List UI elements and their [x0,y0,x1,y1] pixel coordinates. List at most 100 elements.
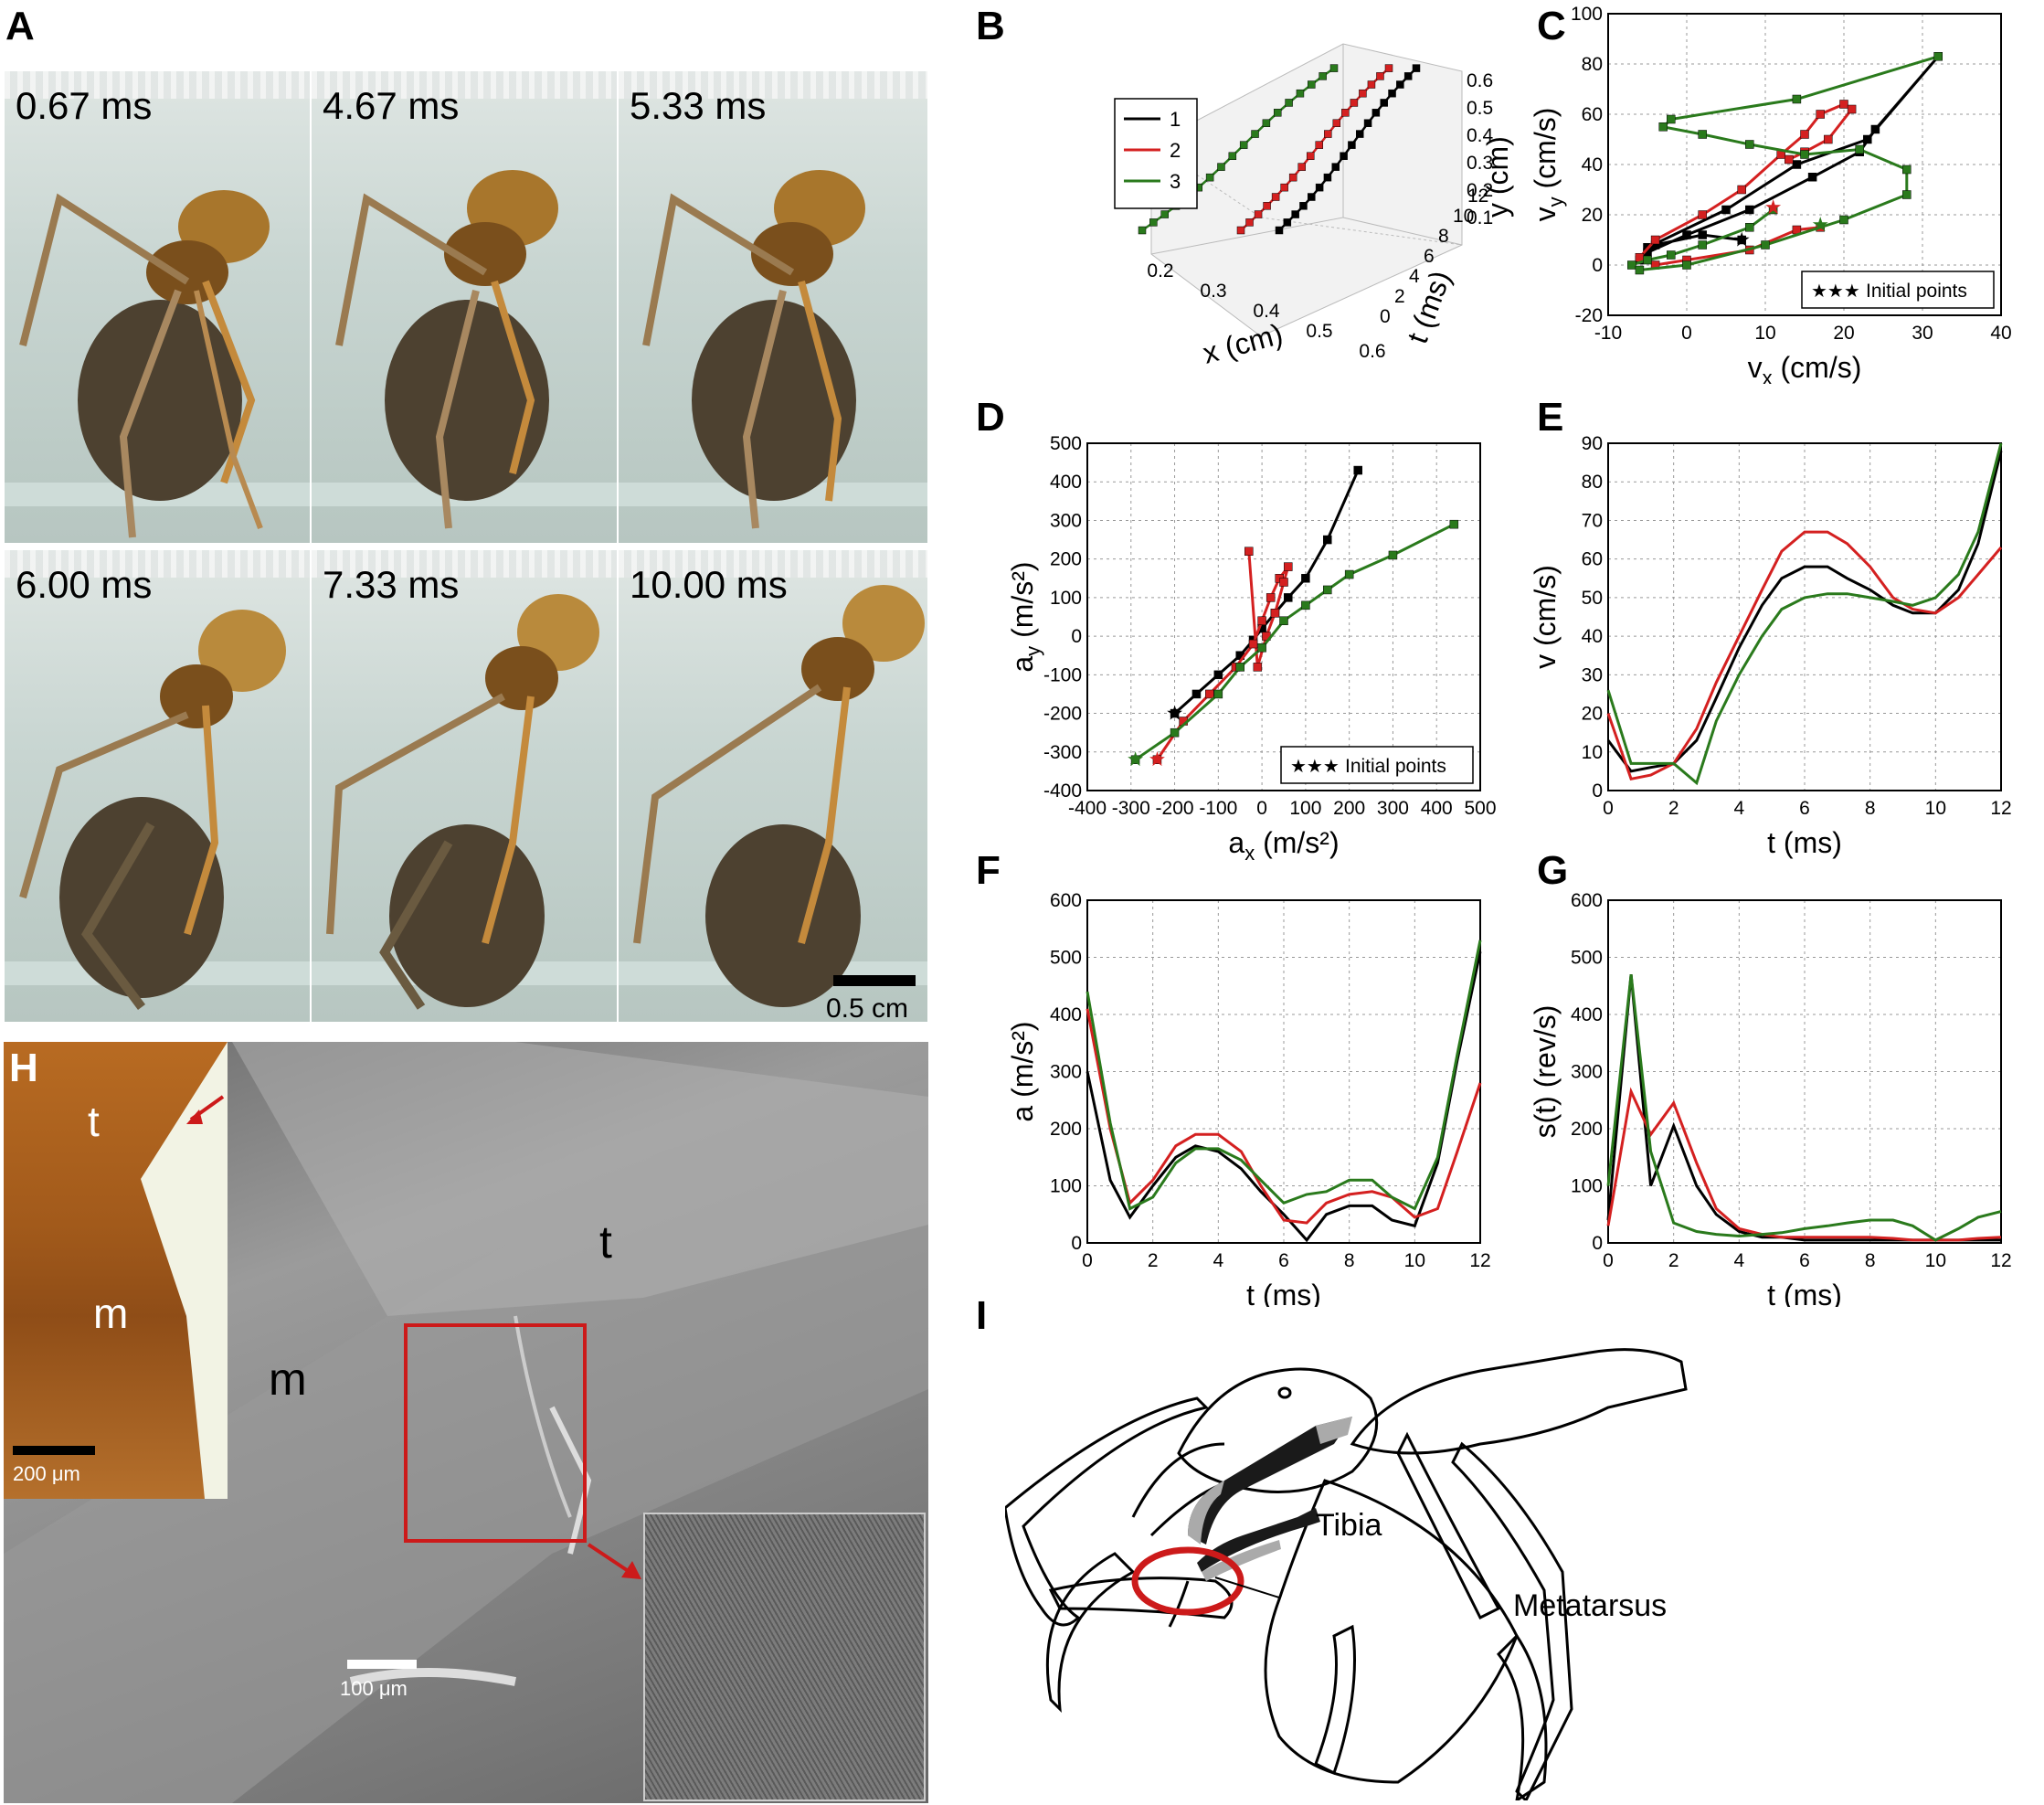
b-data-point [1331,163,1340,171]
data-point [1745,140,1754,149]
data-point [1785,154,1794,165]
b-data-point [1376,72,1384,80]
b-data-point [1149,218,1158,227]
panel-a-scale-label: 0.5 cm [826,993,909,1024]
chart-g: 0 2 4 6 8 10 12 0 100 200 300 400 500 600 t (ms) s(t) (… [1529,890,2012,1307]
x-tick-label: 0 [1256,798,1267,819]
b-y-tick: 0.6 [1467,70,1493,91]
x-tick-label: 2 [1668,1250,1679,1271]
x-tick-label: 10 [1754,323,1775,344]
y-tick-label: 500 [1050,948,1082,969]
b-y-tick: 0.5 [1467,98,1493,119]
y-axis-label: vy (cm/s) [1529,108,1567,222]
y-axis-label: a (m/s²) [1006,1021,1039,1121]
series-line-2 [1086,1008,1482,1225]
data-point [1248,639,1258,649]
b-data-point [1254,210,1263,218]
y-axis-label: ay (m/s²) [1006,561,1044,672]
x-tick-label: 12 [1990,798,2011,819]
b-data-point [1280,183,1288,192]
data-point [1279,578,1288,587]
web-strand [619,550,927,578]
b-data-point [1236,226,1245,235]
data-point [1800,130,1809,139]
initial-point-star: ★ [1149,748,1167,770]
b-y-ticks: 0.1 0.2 0.3 0.4 0.5 0.6 [1467,70,1494,228]
initial-points-legend: ★★★ Initial points [1801,271,1995,309]
data-point [1698,130,1707,139]
x-axis-label: t (ms) [1246,1279,1321,1307]
x-axis-label: vx (cm/s) [1748,351,1862,384]
y-tick-label: 400 [1050,472,1082,493]
panel-letter-i: I [976,1293,988,1338]
b-data-point [1275,226,1284,235]
x-tick-label: 4 [1733,1250,1744,1271]
initial-point-star: ★ [1764,196,1783,218]
x-axis-label: t (ms) [1767,1279,1842,1307]
series-line-3 [1606,442,2003,786]
data-point [1721,205,1731,215]
b-data-point [1262,119,1271,127]
data-point [1902,165,1912,175]
web-strand [619,71,927,99]
y-tick-label: 400 [1050,1004,1082,1025]
y-tick-label: 60 [1582,104,1603,125]
data-point [1658,122,1668,132]
series-line-3 [1606,974,2002,1242]
y-tick-label: 500 [1050,433,1082,454]
y-axis-label: s(t) (rev/s) [1529,1005,1562,1139]
b-t-tick: 8 [1438,226,1449,247]
initial-points-legend: ★★★ Initial points [1280,746,1474,784]
y-tick-label: 10 [1582,742,1603,763]
data-point [1257,616,1266,625]
y-tick-label: 0 [1071,1233,1082,1254]
x-tick-label: 4 [1213,1250,1223,1271]
frame-time: 5.33 ms [630,84,767,127]
web-strand [312,71,617,99]
x-tick-label: 30 [1912,323,1933,344]
chart-d: -400 -300 -200 -100 0 100 200 300 400 500-400-300… [1006,433,1497,865]
data-point [1745,205,1754,215]
spider-image [19,190,270,538]
b-data-point [1283,218,1292,227]
label-metatarsus: Metatarsus [1513,1588,1668,1623]
data-point [1839,100,1848,109]
y-tick-label: 100 [1571,4,1603,25]
y-tick-label: 40 [1582,626,1603,647]
b-xlabel: x (cm) [1199,317,1286,370]
y-tick-label: -100 [1043,664,1082,685]
y-tick-label: 100 [1571,1176,1603,1197]
y-tick-label: 80 [1582,54,1603,75]
b-data-point [1308,193,1316,201]
data-point [1323,585,1332,595]
initial-point-star: ★ [1127,748,1145,770]
panel-letter-b: B [976,4,1005,48]
initial-point-star: ★ [1166,702,1184,725]
frame-5: 7.33 ms [311,549,618,1023]
y-tick-label: 300 [1571,1062,1603,1083]
b-x-tick: 0.6 [1359,341,1385,362]
frame-time: 7.33 ms [323,563,460,606]
chart-f: 0 2 4 6 8 10 12 0 100 200 300 400 500 600 t (ms) a (m/s… [1006,890,1491,1307]
x-tick-label: 2 [1668,798,1679,819]
y-tick-label: 500 [1571,948,1603,969]
b-data-point [1388,89,1396,98]
series-line-3 [1134,523,1455,761]
y-tick-label: -20 [1575,305,1603,326]
b-data-point [1299,202,1308,210]
b-data-point [1319,72,1327,80]
data-point [1761,240,1770,250]
plot-frame [1607,13,2002,316]
x-axis-label: ax (m/s²) [1228,826,1339,865]
b-data-point [1251,130,1259,138]
label-tibia: Tibia [1316,1508,1382,1543]
zoom-box-overlay [404,1323,641,1579]
b-data-point [1315,183,1324,192]
data-point [1266,593,1276,602]
b-legend-label: 3 [1170,170,1181,193]
data-point [1635,265,1645,275]
data-point [1792,160,1802,169]
y-tick-label: 300 [1050,510,1082,531]
b-t-tick: 2 [1394,286,1405,307]
b-ylabel: y (cm) [1481,136,1514,218]
